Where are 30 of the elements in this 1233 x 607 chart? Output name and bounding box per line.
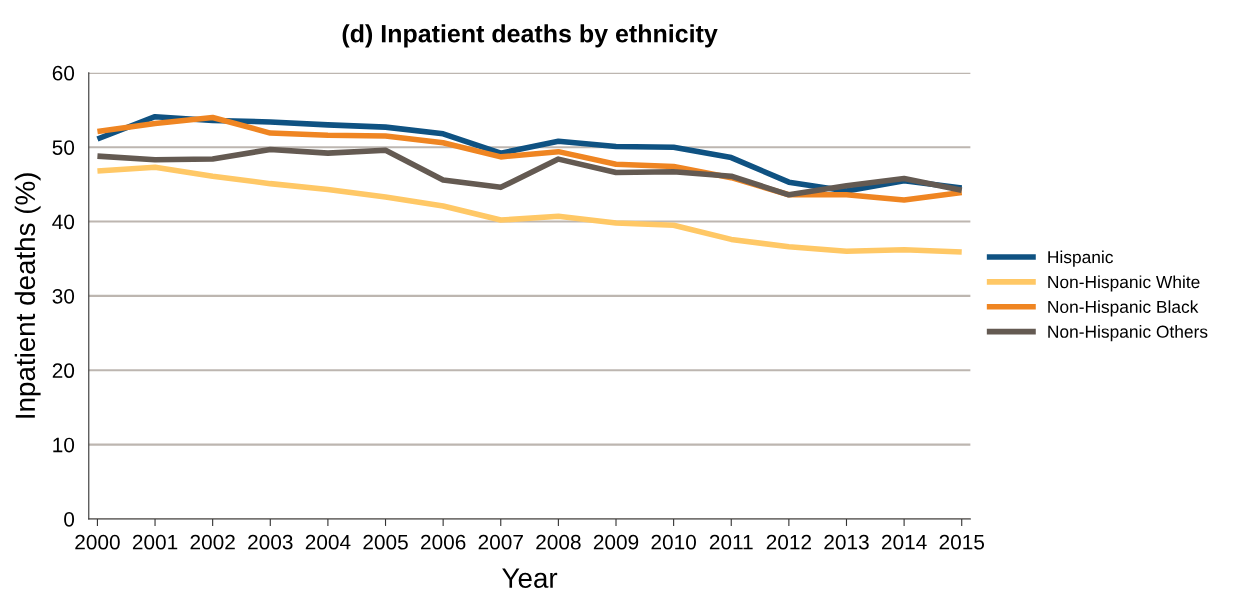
x-tick-label: 2009 (593, 534, 639, 550)
x-axis-title: Year (502, 568, 558, 588)
x-tick-label: 2011 (709, 534, 753, 550)
x-tick-label: 2004 (305, 534, 351, 550)
x-tick-label: 2000 (75, 534, 120, 550)
legend-label: Non-Hispanic Black (1048, 300, 1199, 317)
x-tick-label: 2012 (766, 534, 811, 550)
legend-label: Hispanic (1048, 250, 1114, 267)
legend-label: Non-Hispanic Others (1048, 325, 1208, 342)
y-tick-label: 0 (64, 511, 75, 527)
x-tick-label: 2014 (881, 534, 927, 550)
chart-title: (d) Inpatient deaths by ethnicity (342, 24, 718, 48)
y-tick-label: 10 (53, 437, 75, 453)
x-tick-label: 2013 (824, 534, 869, 550)
x-tick-label: 2001 (132, 534, 178, 550)
x-tick-label: 2005 (363, 534, 408, 550)
y-tick-label: 20 (52, 363, 75, 379)
x-tick-label: 2006 (421, 534, 466, 550)
y-tick-label: 30 (52, 288, 75, 304)
x-tick-label: 2015 (939, 534, 985, 550)
y-tick-label: 50 (52, 140, 75, 155)
y-tick-label: 60 (52, 65, 75, 81)
x-tick-label: 2002 (190, 534, 235, 550)
y-axis-title: Inpatient deaths (%) (14, 173, 41, 418)
y-tick-label: 40 (52, 214, 75, 230)
x-tick-label: 2008 (536, 534, 581, 550)
x-tick-label: 2007 (478, 534, 523, 550)
x-tick-label: 2010 (651, 534, 696, 550)
x-tick-label: 2003 (248, 534, 293, 550)
legend-label: Non-Hispanic White (1048, 275, 1200, 292)
